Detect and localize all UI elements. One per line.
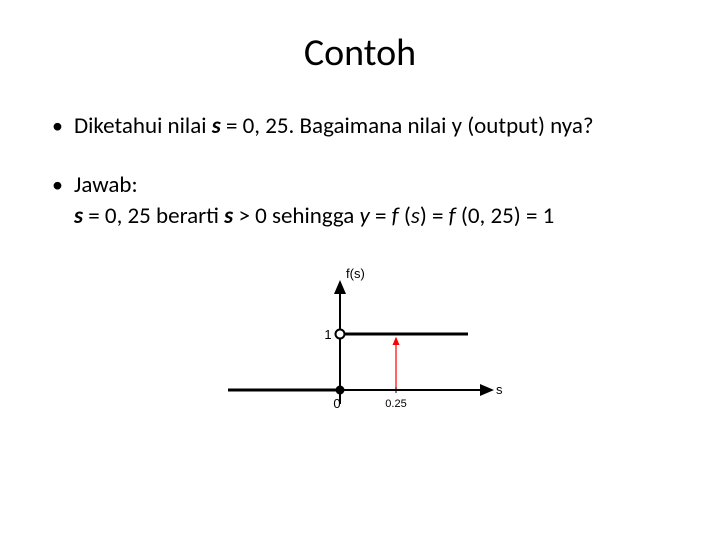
a-s3: s	[411, 202, 420, 230]
a-t2: > 0 sehingga	[233, 202, 359, 230]
a-paren2: ) =	[420, 202, 449, 230]
a-y: y	[360, 202, 370, 230]
q-post: = 0, 25. Bagaimana nilai y (output) nya?	[221, 112, 594, 140]
a-t3: (0, 25) = 1	[461, 202, 554, 230]
a-s2: s	[224, 202, 233, 230]
a-f2: f	[449, 202, 461, 230]
svg-text:0.25: 0.25	[385, 398, 406, 410]
diagram-container: f(s) s 0 1 0.25	[40, 260, 680, 440]
svg-text:0: 0	[333, 396, 340, 411]
a-s1: s	[74, 202, 83, 230]
a-t1: = 0, 25 berarti	[83, 202, 224, 230]
svg-text:f(s): f(s)	[346, 266, 365, 281]
bullet-answer: Jawab: s = 0, 25 berarti s > 0 sehingga …	[52, 170, 680, 232]
a-f1: f	[392, 202, 404, 230]
svg-text:1: 1	[324, 327, 331, 342]
a-label: Jawab:	[74, 171, 138, 199]
bullet-question: Diketahui nilai s = 0, 25. Bagaimana nil…	[52, 111, 680, 142]
q-pre: Diketahui nilai	[74, 112, 212, 140]
a-paren1: (	[404, 202, 411, 230]
step-function-diagram: f(s) s 0 1 0.25	[210, 260, 510, 440]
svg-text:s: s	[496, 382, 503, 397]
a-eq1: =	[370, 202, 392, 230]
slide-title: Contoh	[40, 30, 680, 76]
bullet-list: Diketahui nilai s = 0, 25. Bagaimana nil…	[40, 111, 680, 232]
q-s: s	[212, 112, 221, 140]
